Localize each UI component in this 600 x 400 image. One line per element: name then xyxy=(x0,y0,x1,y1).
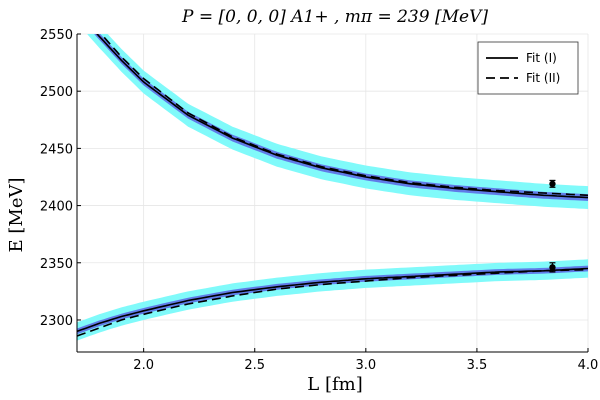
data-points xyxy=(549,179,556,273)
y-tick-label: 2500 xyxy=(40,85,73,100)
y-tick-label: 2350 xyxy=(40,257,73,272)
legend-label-fit-i: Fit (I) xyxy=(526,51,557,65)
x-tick-label: 3.5 xyxy=(467,358,488,373)
y-tick-label: 2450 xyxy=(40,142,73,157)
x-tick-label: 2.5 xyxy=(244,358,265,373)
x-tick-label: 4.0 xyxy=(578,358,599,373)
x-axis-label: L [fm] xyxy=(307,374,362,395)
y-axis-label: E [MeV] xyxy=(6,178,27,253)
outer-band-lower xyxy=(77,259,588,341)
legend-label-fit-ii: Fit (II) xyxy=(526,71,560,85)
x-tick-label: 3.0 xyxy=(355,358,376,373)
y-tick-label: 2300 xyxy=(40,314,73,329)
tick-labels: 2.0 2.5 3.0 3.5 4.0 2300 2350 2400 2450 2500 2550 xyxy=(40,28,598,373)
y-tick-label: 2550 xyxy=(40,28,73,43)
axes xyxy=(76,33,589,353)
fit-i-line-upper xyxy=(96,34,588,199)
inner-band-lower xyxy=(77,265,588,335)
fit-ii-line-upper xyxy=(100,34,588,197)
chart-title: P = [0, 0, 0] A1+ , mπ = 239 [MeV] xyxy=(181,7,488,27)
data-point xyxy=(549,180,556,188)
fit-lines xyxy=(77,34,588,337)
fit-ii-line-lower xyxy=(77,268,588,337)
y-tick-label: 2400 xyxy=(40,200,73,215)
fit-i-line-lower xyxy=(77,267,588,333)
data-point xyxy=(549,264,556,271)
legend-box xyxy=(477,41,579,95)
legend: Fit (I) Fit (II) xyxy=(477,41,579,95)
x-tick-label: 2.0 xyxy=(133,358,154,373)
